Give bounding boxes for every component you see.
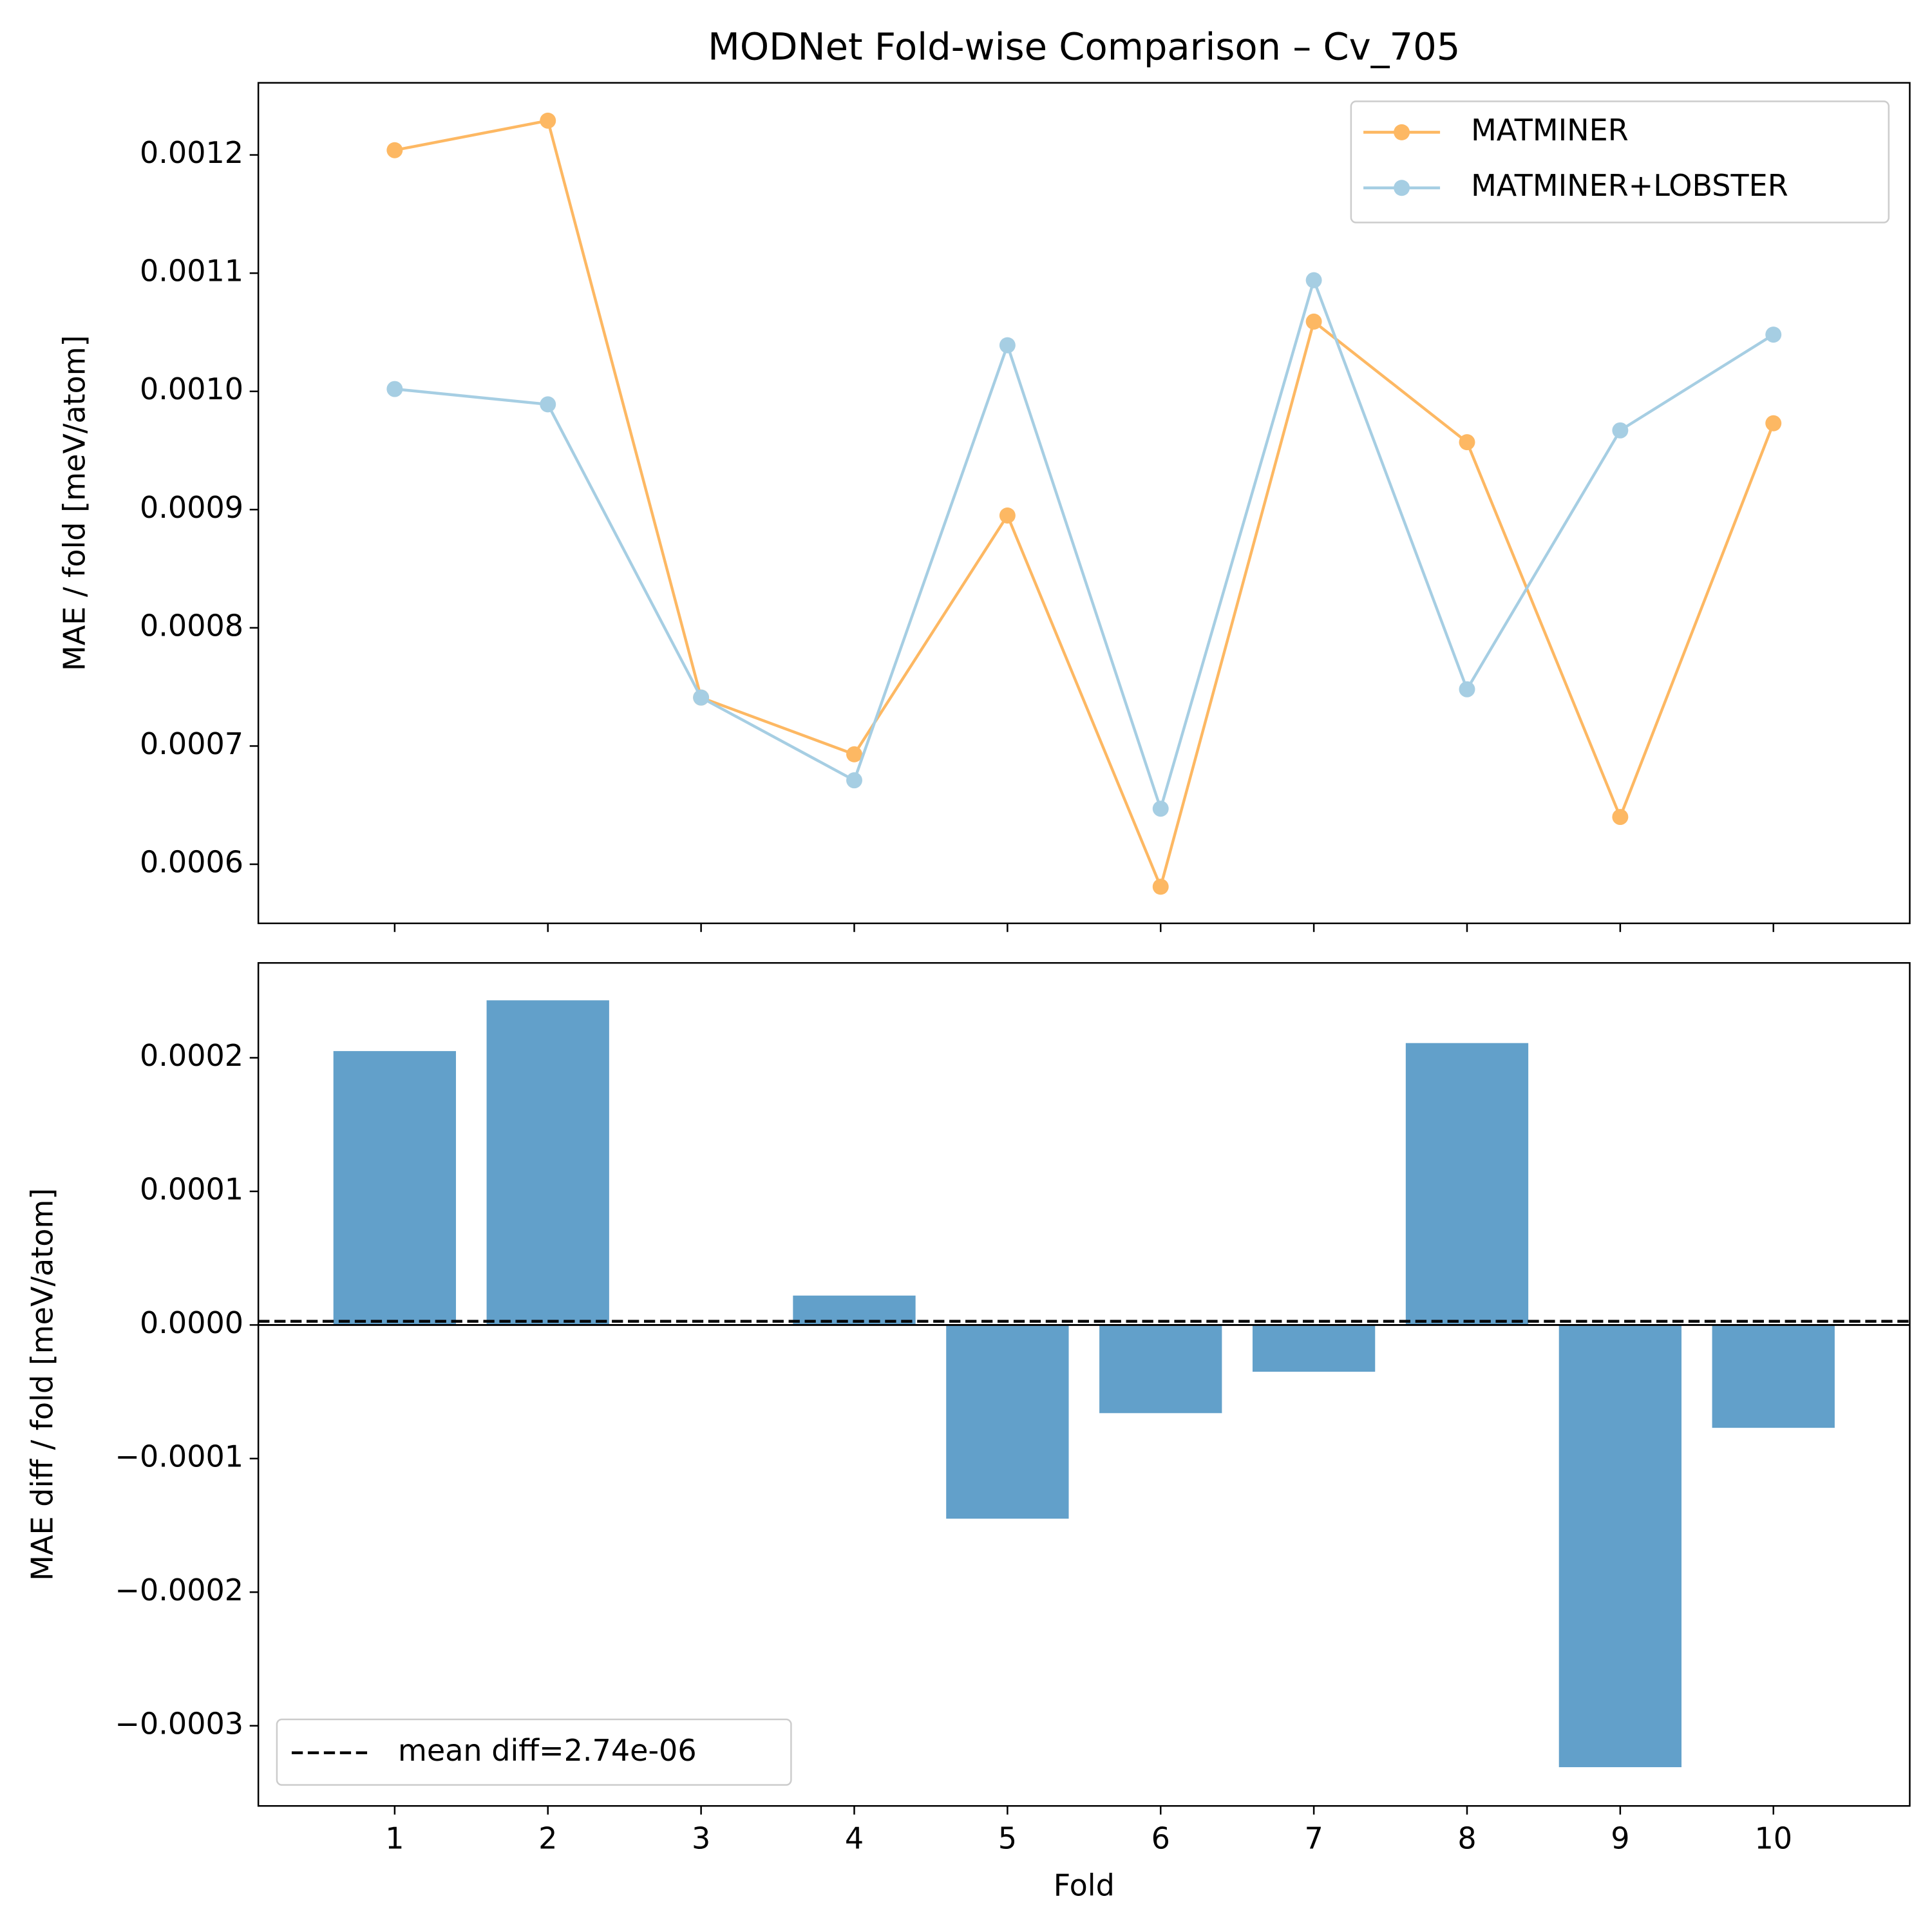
y-tick-label: 0.0010 [140,372,243,406]
x-axis-label: Fold [1054,1868,1115,1902]
legend-box [1350,100,1890,223]
point [1459,434,1475,451]
point [540,396,556,413]
point [1305,272,1322,289]
y-tick-label: 0.0008 [140,608,243,643]
y-tick-label: 0.0009 [140,490,243,525]
plot-frame [257,961,1911,1807]
point [1459,681,1475,697]
bar [486,1000,609,1325]
legend-label: MATMINER+LOBSTER [1471,168,1788,203]
point [999,507,1016,524]
y-tick-label: −0.0002 [115,1573,243,1607]
legend-marker [1394,124,1410,140]
y-axis-label: MAE diff / fold [meV/atom] [25,1188,60,1581]
x-tick-label: 1 [385,1821,404,1855]
x-tick-label: 4 [845,1821,864,1855]
point [1612,422,1629,439]
point [846,772,862,789]
point [1612,809,1629,826]
x-tick-label: 10 [1754,1821,1792,1855]
y-tick-label: 0.0011 [140,254,243,289]
bar [1099,1325,1222,1414]
y-tick-label: 0.0001 [140,1171,243,1206]
y-tick-label: 0.0012 [140,135,243,170]
point [540,112,556,129]
point [1765,327,1782,343]
bar [1252,1325,1376,1372]
legend-label: MATMINER [1471,113,1629,147]
y-tick-label: −0.0001 [115,1439,243,1473]
bar [1712,1325,1835,1428]
point [693,689,710,706]
chart-title: MODNet Fold-wise Comparison – Cv_705 [708,25,1460,68]
legend-marker [1394,180,1410,196]
bar [1405,1043,1529,1325]
point [1152,878,1169,895]
legend-label: mean diff=2.74e-06 [398,1733,697,1768]
plot-frame [257,82,1911,925]
point [386,381,403,397]
series-line [394,118,1775,891]
point [386,142,403,158]
series-line [394,276,1774,814]
point [1152,800,1169,817]
y-tick-label: −0.0003 [115,1706,243,1741]
bar [1558,1325,1682,1768]
point [1305,313,1322,330]
y-tick-label: 0.0002 [140,1038,243,1073]
y-tick-label: 0.0006 [140,844,243,879]
x-tick-label: 2 [538,1821,557,1855]
y-tick-label: 0.0000 [140,1305,243,1340]
point [1765,415,1782,431]
x-tick-label: 6 [1151,1821,1170,1855]
x-tick-label: 5 [998,1821,1017,1855]
point [999,337,1016,354]
x-tick-label: 9 [1611,1821,1629,1855]
x-tick-label: 8 [1457,1821,1476,1855]
bar [946,1325,1069,1519]
y-tick-label: 0.0007 [140,726,243,761]
point [846,746,862,762]
y-axis-label: MAE / fold [meV/atom] [57,335,92,671]
x-tick-label: 3 [692,1821,710,1855]
x-tick-label: 7 [1304,1821,1323,1855]
bar [333,1051,457,1325]
legend-box [276,1718,792,1786]
